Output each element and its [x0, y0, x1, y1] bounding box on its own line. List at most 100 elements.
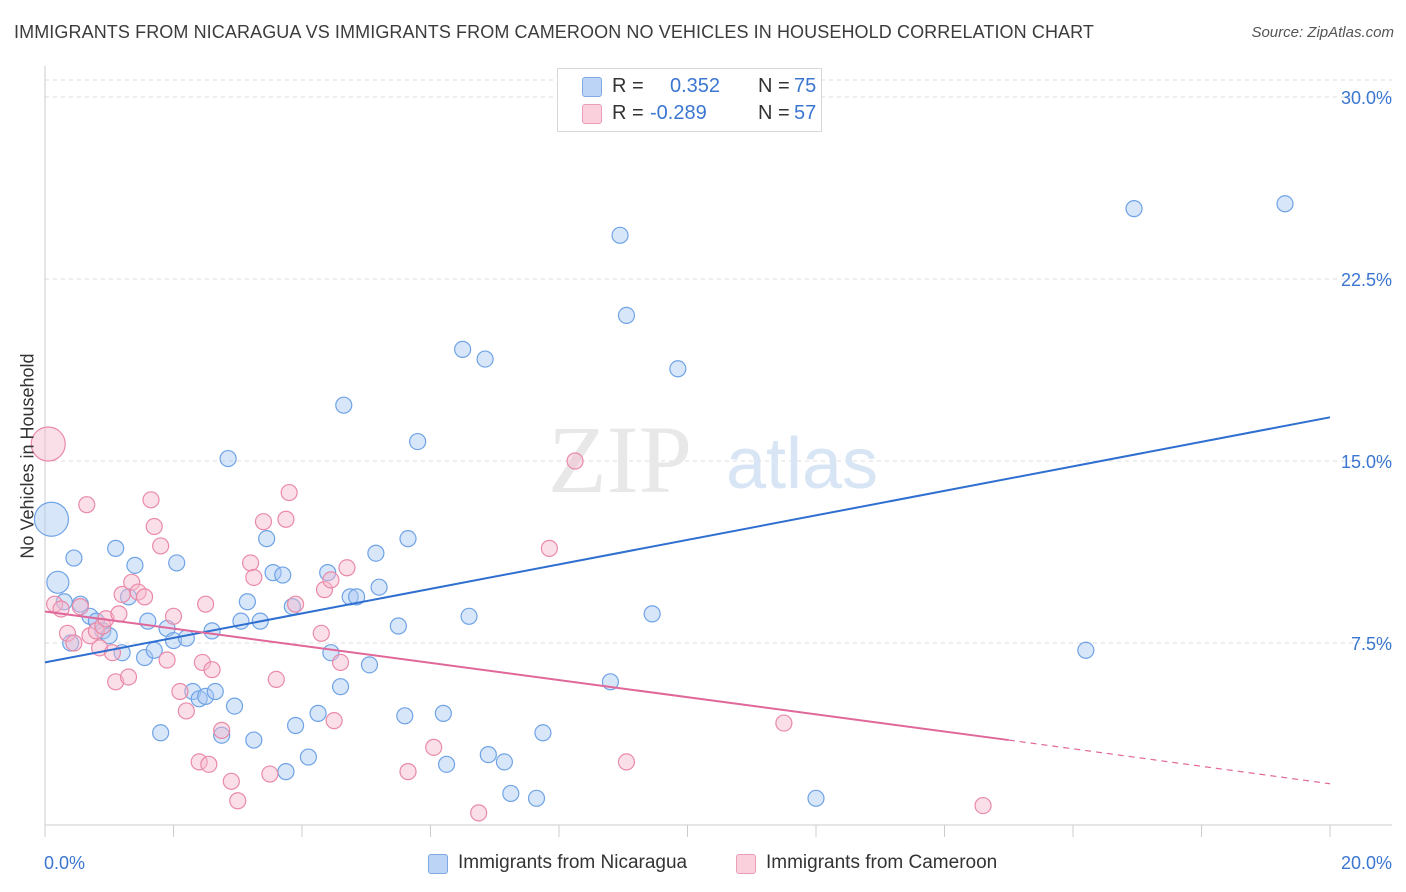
point-cameroon: [78, 496, 96, 514]
point-cameroon: [110, 605, 128, 623]
legend-swatch-pink: [582, 104, 602, 124]
point-nicaragua: [396, 707, 414, 725]
point-nicaragua: [611, 226, 629, 244]
point-cameroon: [197, 595, 215, 613]
point-nicaragua: [197, 687, 215, 705]
point-cameroon: [103, 644, 122, 662]
legend-n-label: N =: [758, 102, 790, 124]
point-nicaragua: [126, 556, 144, 574]
point-nicaragua: [437, 755, 456, 773]
point-cameroon: [775, 714, 793, 732]
point-cameroon: [280, 483, 298, 502]
point-cameroon: [277, 510, 295, 528]
point-nicaragua: [177, 629, 195, 647]
point-nicaragua: [370, 578, 388, 596]
point-nicaragua: [245, 731, 263, 749]
point-nicaragua: [409, 432, 427, 451]
point-nicaragua: [286, 716, 305, 735]
point-cameroon: [152, 537, 170, 555]
point-cameroon: [245, 568, 263, 587]
trend-line-cameroon-extension: [1008, 739, 1331, 785]
point-cameroon: [171, 682, 189, 701]
legend-n-value: 75: [794, 75, 817, 97]
legend-swatch-blue: [428, 854, 448, 874]
point-cameroon: [164, 607, 183, 625]
point-cameroon: [322, 571, 340, 589]
x-tick-label: 0.0%: [44, 853, 85, 873]
legend-swatch-pink: [736, 854, 756, 874]
point-cameroon: [566, 452, 584, 470]
point-nicaragua: [495, 753, 513, 771]
point-nicaragua: [534, 724, 552, 742]
legend-r-value: -0.289: [650, 102, 707, 124]
point-nicaragua: [331, 678, 350, 696]
point-cameroon: [540, 539, 558, 557]
point-nicaragua: [389, 617, 407, 635]
point-nicaragua: [399, 530, 417, 548]
legend-r-label: R =: [612, 102, 644, 124]
point-nicaragua: [460, 607, 478, 625]
point-cameroon: [617, 753, 636, 771]
point-nicaragua: [100, 627, 118, 645]
source-label: Source: ZipAtlas.com: [1251, 24, 1394, 41]
point-nicaragua: [807, 789, 825, 807]
y-tick-label: 22.5%: [1341, 270, 1392, 290]
point-cameroon: [142, 491, 160, 509]
point-nicaragua: [238, 593, 256, 611]
point-cameroon: [158, 651, 176, 669]
point-nicaragua: [617, 306, 636, 324]
point-nicaragua: [33, 501, 70, 537]
point-nicaragua: [476, 350, 494, 368]
point-nicaragua: [213, 726, 231, 744]
point-cameroon: [58, 624, 77, 642]
y-tick-label: 30.0%: [1341, 88, 1392, 108]
point-cameroon: [325, 712, 343, 730]
point-cameroon: [145, 517, 163, 536]
point-cameroon: [267, 670, 285, 689]
point-cameroon: [425, 738, 443, 756]
legend-n-value: 57: [794, 102, 817, 124]
point-nicaragua: [107, 539, 125, 557]
point-nicaragua: [367, 544, 385, 562]
point-nicaragua: [299, 748, 318, 766]
y-tick-label: 15.0%: [1341, 452, 1392, 472]
point-nicaragua: [65, 549, 83, 567]
stats-legend: R = 0.352 N = 75 R = -0.289 N = 57: [557, 68, 822, 132]
point-cameroon: [200, 755, 218, 773]
point-cameroon: [123, 573, 141, 591]
point-cameroon: [315, 581, 334, 599]
point-cameroon: [135, 588, 154, 606]
point-nicaragua: [206, 682, 224, 701]
point-nicaragua: [168, 554, 186, 572]
point-nicaragua: [274, 566, 292, 584]
point-cameroon: [286, 595, 305, 613]
point-nicaragua: [152, 724, 170, 742]
tick-labels: 7.5% 15.0% 22.5% 30.0% 0.0% 20.0%: [44, 88, 1392, 873]
point-cameroon: [399, 763, 417, 781]
point-cameroon: [119, 668, 138, 686]
point-cameroon: [470, 804, 488, 822]
chart-title: IMMIGRANTS FROM NICARAGUA VS IMMIGRANTS …: [14, 22, 1095, 42]
point-nicaragua: [479, 746, 497, 764]
point-nicaragua: [502, 784, 520, 803]
axes: [44, 66, 1392, 837]
point-nicaragua: [348, 588, 366, 606]
point-nicaragua: [46, 570, 70, 594]
point-nicaragua: [1276, 195, 1294, 213]
point-cameroon: [312, 624, 330, 642]
point-cameroon: [331, 653, 350, 672]
point-cameroon: [177, 702, 195, 720]
point-nicaragua: [258, 530, 276, 548]
point-nicaragua: [360, 656, 379, 674]
point-nicaragua: [454, 340, 472, 358]
point-nicaragua: [309, 704, 327, 722]
point-cameroon: [65, 634, 83, 652]
point-cameroon: [974, 796, 992, 815]
legend-n-label: N =: [758, 75, 790, 97]
point-nicaragua: [277, 763, 295, 781]
watermark-zip: ZIP: [548, 406, 692, 513]
point-cameroon: [30, 426, 66, 462]
legend-label: Immigrants from Cameroon: [766, 852, 998, 873]
point-cameroon: [338, 559, 356, 577]
